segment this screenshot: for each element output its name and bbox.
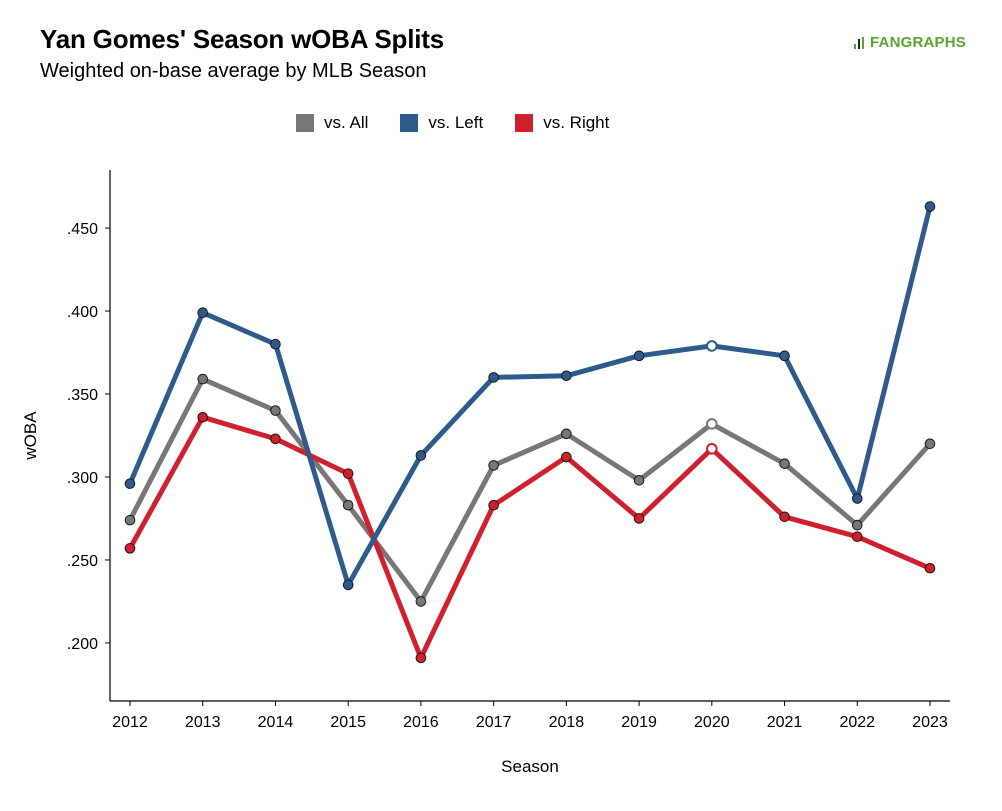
y-tick-label: .400 (67, 304, 98, 321)
legend-swatch-all (296, 114, 314, 132)
data-point-left[interactable] (197, 307, 209, 319)
data-point-left[interactable] (706, 340, 718, 352)
data-point-all[interactable] (415, 596, 427, 607)
data-point-left[interactable] (851, 493, 863, 504)
data-point-right[interactable] (488, 499, 499, 511)
data-point-left[interactable] (633, 350, 645, 362)
data-point-left[interactable] (124, 478, 136, 489)
x-tick-label: 2013 (185, 714, 221, 731)
data-point-all[interactable] (706, 418, 718, 430)
data-point-right[interactable] (561, 451, 572, 463)
x-tick-label: 2015 (330, 714, 366, 731)
data-point-left[interactable] (924, 201, 936, 212)
y-tick-label: .300 (67, 470, 98, 487)
data-point-all[interactable] (342, 499, 354, 511)
data-point-left[interactable] (342, 579, 354, 591)
chart-series (124, 201, 936, 664)
fangraphs-logo-text: FANGRAPHS (870, 34, 966, 51)
x-tick-label: 2022 (839, 714, 875, 731)
x-tick-label: 2012 (112, 714, 148, 731)
data-point-right[interactable] (197, 411, 209, 423)
x-tick-label: 2014 (258, 714, 294, 731)
series-line-all (127, 376, 933, 604)
fangraphs-logo: FANGRAPHS (852, 34, 966, 51)
y-axis-title: wOBA (21, 411, 40, 461)
y-tick-label: .450 (67, 221, 98, 238)
legend-label-all: vs. All (324, 113, 369, 132)
data-point-right[interactable] (124, 543, 136, 554)
chart-legend: vs. All vs. Left vs. Right (296, 113, 641, 133)
chart-subtitle: Weighted on-base average by MLB Season (40, 60, 427, 82)
fangraphs-logo-icon (854, 36, 864, 49)
data-point-all[interactable] (924, 438, 936, 450)
data-point-right[interactable] (706, 442, 718, 455)
data-point-left[interactable] (488, 372, 499, 383)
chart-title: Yan Gomes' Season wOBA Splits (40, 24, 444, 54)
data-point-all[interactable] (561, 428, 572, 440)
data-point-right[interactable] (851, 531, 863, 543)
x-tick-label: 2019 (621, 714, 657, 731)
data-point-right[interactable] (270, 433, 281, 445)
data-point-all[interactable] (779, 458, 790, 470)
data-point-right[interactable] (342, 468, 354, 479)
data-point-all[interactable] (488, 460, 499, 471)
legend-item-all: vs. All (296, 113, 368, 133)
legend-item-left: vs. Left (400, 113, 483, 133)
data-point-right[interactable] (633, 513, 645, 524)
data-point-right[interactable] (924, 562, 936, 574)
y-tick-label: .200 (67, 636, 98, 653)
x-axis-title: Season (501, 757, 559, 776)
legend-swatch-right (515, 114, 534, 132)
legend-label-right: vs. Right (543, 113, 610, 132)
legend-item-right: vs. Right (515, 113, 609, 133)
series-line-left (127, 204, 933, 588)
data-point-all[interactable] (633, 475, 645, 486)
data-point-all[interactable] (197, 373, 209, 385)
data-point-right[interactable] (779, 511, 790, 523)
x-tick-label: 2020 (694, 714, 730, 731)
y-tick-label: .350 (67, 387, 98, 404)
x-tick-label: 2017 (476, 714, 512, 731)
x-tick-label: 2018 (549, 714, 585, 731)
data-point-left[interactable] (270, 338, 281, 350)
data-point-all[interactable] (851, 519, 863, 531)
data-point-left[interactable] (779, 350, 790, 362)
data-point-left[interactable] (561, 370, 572, 382)
data-point-all[interactable] (270, 405, 281, 416)
data-point-right[interactable] (415, 652, 427, 664)
y-tick-label: .250 (67, 553, 98, 570)
x-tick-label: 2021 (767, 714, 803, 731)
data-point-left[interactable] (415, 450, 427, 461)
chart-axes: .200 .250 .300 .350 .400 .450 2012 2013 2014 2015… (67, 170, 950, 731)
x-tick-label: 2016 (403, 714, 439, 731)
data-point-all[interactable] (124, 514, 136, 526)
legend-swatch-left (400, 114, 419, 132)
legend-label-left: vs. Left (428, 113, 484, 132)
series-line-right (127, 414, 933, 661)
x-tick-label: 2023 (912, 714, 948, 731)
